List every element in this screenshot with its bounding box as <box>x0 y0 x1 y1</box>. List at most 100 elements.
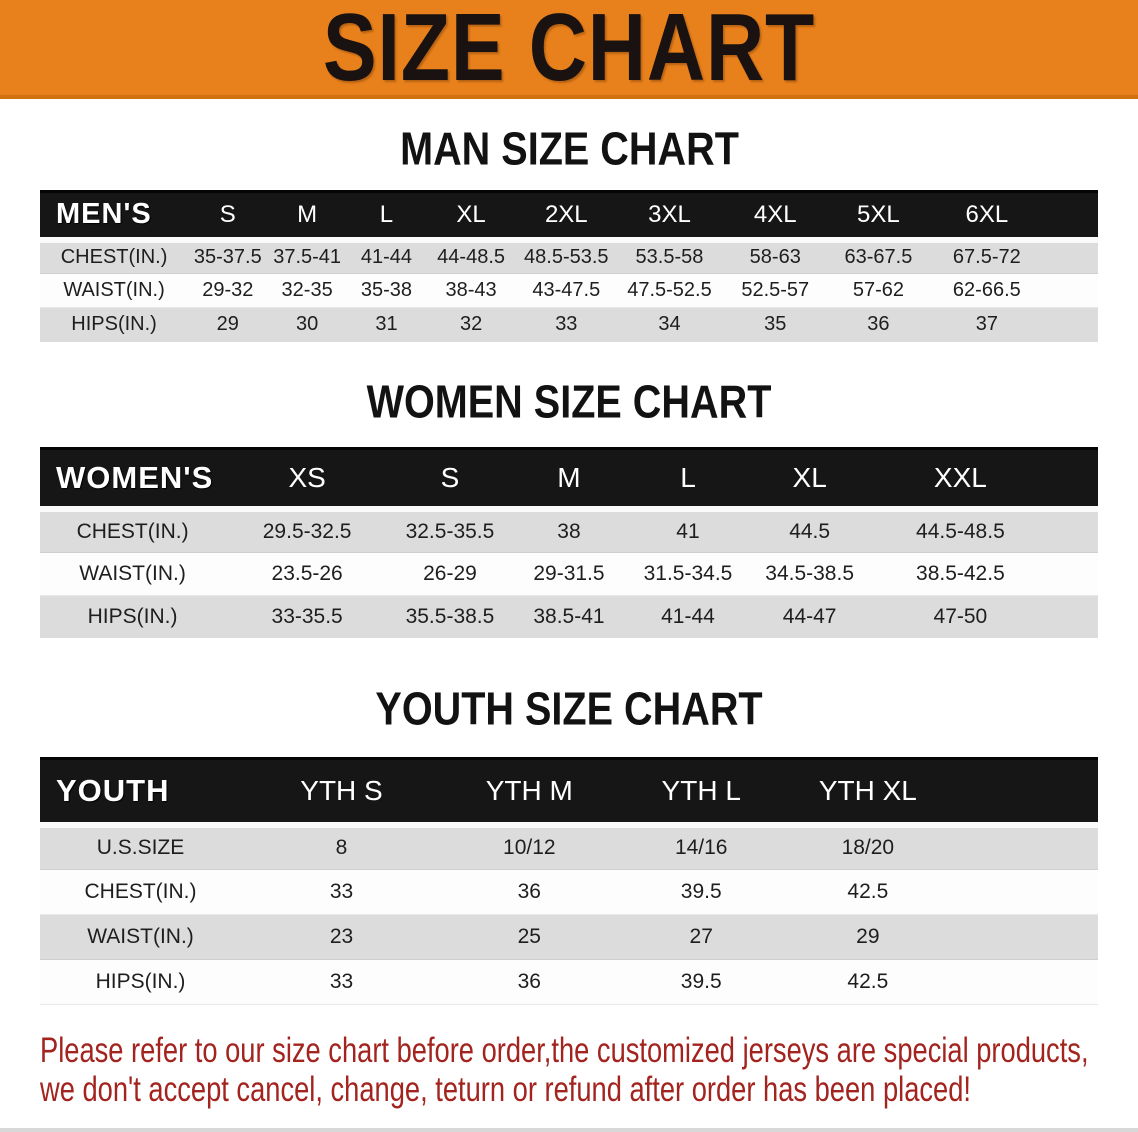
size-value-cell: 42.5 <box>785 959 950 1005</box>
size-column-header: YTH M <box>442 757 617 828</box>
size-value-cell: 10/12 <box>442 824 617 870</box>
size-value-cell: 34.5-38.5 <box>748 551 871 596</box>
size-column-header: 3XL <box>616 190 723 243</box>
size-value-cell: 32-35 <box>267 273 347 308</box>
size-value-cell: 57-62 <box>828 273 929 308</box>
size-value-cell: 36 <box>442 959 617 1005</box>
size-column-header: XL <box>748 446 871 512</box>
size-value-cell: 31 <box>346 307 427 342</box>
size-value-cell: 37.5-41 <box>267 239 347 274</box>
table-header-row: YOUTH YTH S YTH M YTH L YTH XL <box>40 757 1098 828</box>
men-size-table: MEN'S S M L XL 2XL 3XL 4XL 5XL 6XL CHEST(IN.) 35-37… <box>40 190 1098 342</box>
measurement-row: HIPS(IN.) 29 30 31 32 33 34 35 36 37 <box>40 307 1098 342</box>
youth-size-table: YOUTH YTH S YTH M YTH L YTH XL U.S.SIZE 8 10/12… <box>40 757 1098 1005</box>
row-label: WAIST(IN.) <box>40 273 189 308</box>
size-value-cell: 38.5-41 <box>510 595 628 638</box>
youth-section-title: YOUTH SIZE CHART <box>0 681 1138 736</box>
size-value-cell: 48.5-53.5 <box>516 239 617 274</box>
size-column-header: XS <box>225 446 390 512</box>
measurement-row: WAIST(IN.) 23.5-26 26-29 29-31.5 31.5-34.5 34… <box>40 551 1098 596</box>
measurement-row: U.S.SIZE 8 10/12 14/16 18/20 <box>40 824 1098 870</box>
size-column-header: XL <box>426 190 517 243</box>
size-value-cell: 8 <box>241 824 443 870</box>
size-value-cell: 31.5-34.5 <box>627 551 749 596</box>
size-value-cell: 29.5-32.5 <box>225 509 390 552</box>
size-value-cell: 43-47.5 <box>516 273 617 308</box>
size-value-cell: 67.5-72 <box>928 239 1046 274</box>
size-value-cell: 32.5-35.5 <box>389 509 511 552</box>
size-value-cell: 18/20 <box>785 824 950 870</box>
size-value-cell: 44.5-48.5 <box>870 509 1051 552</box>
banner: SIZE CHART <box>0 0 1138 99</box>
footer-note-line-1: Please refer to our size chart before or… <box>40 1031 1089 1070</box>
row-label: U.S.SIZE <box>40 824 242 870</box>
size-column-header: YTH S <box>241 757 443 828</box>
size-value-cell: 33 <box>241 959 443 1005</box>
size-value-cell: 35.5-38.5 <box>389 595 511 638</box>
row-label: WAIST(IN.) <box>40 551 226 596</box>
size-column-header: M <box>510 446 628 512</box>
row-label: HIPS(IN.) <box>40 595 226 638</box>
row-label: CHEST(IN.) <box>40 239 189 274</box>
size-value-cell: 47.5-52.5 <box>616 273 723 308</box>
size-value-cell: 23 <box>241 914 443 960</box>
measurement-row: CHEST(IN.) 35-37.5 37.5-41 41-44 44-48.5 48.5… <box>40 239 1098 274</box>
measurement-row: HIPS(IN.) 33 36 39.5 42.5 <box>40 959 1098 1005</box>
men-section-title: MAN SIZE CHART <box>0 125 1138 172</box>
women-section-title-text: WOMEN SIZE CHART <box>366 374 772 428</box>
row-spacer-cell <box>1045 273 1098 308</box>
table-header-row: WOMEN'S XS S M L XL XXL <box>40 446 1098 512</box>
page-title: SIZE CHART <box>322 0 816 99</box>
size-value-cell: 29 <box>785 914 950 960</box>
size-column-header: YTH XL <box>785 757 950 828</box>
size-column-header: YTH L <box>616 757 786 828</box>
size-column-header: 4XL <box>722 190 829 243</box>
size-value-cell: 47-50 <box>870 595 1051 638</box>
size-value-cell: 37 <box>928 307 1046 342</box>
table-group-label: MEN'S <box>40 190 189 243</box>
size-value-cell: 38 <box>510 509 628 552</box>
size-column-header: 5XL <box>828 190 929 243</box>
size-value-cell: 29-31.5 <box>510 551 628 596</box>
table-header-row: MEN'S S M L XL 2XL 3XL 4XL 5XL 6XL <box>40 190 1098 243</box>
size-column-header: M <box>267 190 347 243</box>
size-column-header: S <box>188 190 268 243</box>
size-value-cell: 36 <box>828 307 929 342</box>
row-spacer-cell <box>949 869 1098 915</box>
row-label: CHEST(IN.) <box>40 509 226 552</box>
size-value-cell: 29-32 <box>188 273 268 308</box>
size-value-cell: 36 <box>442 869 617 915</box>
size-value-cell: 33-35.5 <box>225 595 390 638</box>
size-value-cell: 44-48.5 <box>426 239 517 274</box>
size-value-cell: 35-38 <box>346 273 427 308</box>
youth-section-title-text: YOUTH SIZE CHART <box>375 681 763 736</box>
table-group-label: WOMEN'S <box>40 446 226 512</box>
header-spacer-cell <box>1050 446 1098 512</box>
measurement-row: WAIST(IN.) 23 25 27 29 <box>40 914 1098 960</box>
size-value-cell: 53.5-58 <box>616 239 723 274</box>
size-column-header: 2XL <box>516 190 617 243</box>
size-value-cell: 33 <box>241 869 443 915</box>
table-group-label: YOUTH <box>40 757 242 828</box>
row-label: HIPS(IN.) <box>40 959 242 1005</box>
size-column-header: L <box>346 190 427 243</box>
size-value-cell: 44.5 <box>748 509 871 552</box>
section-youth: YOUTH SIZE CHART YOUTH YTH S YTH M YTH L YTH… <box>0 681 1138 1005</box>
row-label: CHEST(IN.) <box>40 869 242 915</box>
size-value-cell: 26-29 <box>389 551 511 596</box>
row-label: HIPS(IN.) <box>40 307 189 342</box>
size-value-cell: 42.5 <box>785 869 950 915</box>
size-value-cell: 39.5 <box>616 959 786 1005</box>
size-value-cell: 25 <box>442 914 617 960</box>
size-value-cell: 29 <box>188 307 268 342</box>
size-value-cell: 33 <box>516 307 617 342</box>
size-value-cell: 41-44 <box>346 239 427 274</box>
measurement-row: WAIST(IN.) 29-32 32-35 35-38 38-43 43-47.5 47.… <box>40 273 1098 308</box>
size-value-cell: 35 <box>722 307 829 342</box>
size-column-header: L <box>627 446 749 512</box>
header-spacer-cell <box>949 757 1098 828</box>
size-value-cell: 38-43 <box>426 273 517 308</box>
row-spacer-cell <box>1050 551 1098 596</box>
size-value-cell: 35-37.5 <box>188 239 268 274</box>
